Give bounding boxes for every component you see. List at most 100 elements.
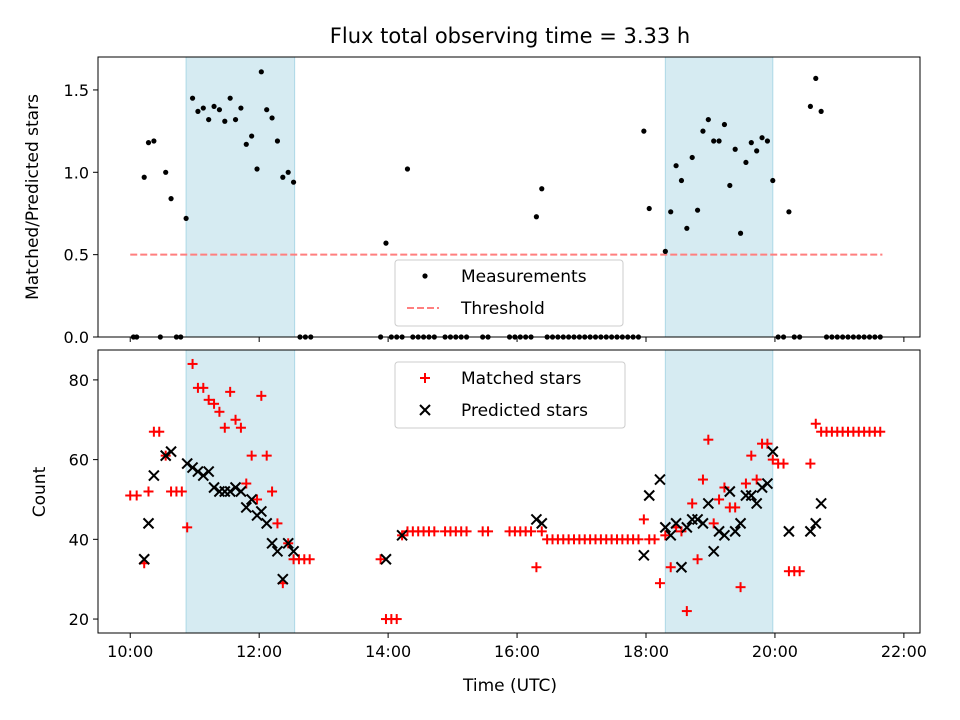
matched-star-point (246, 450, 257, 461)
measurement-point (684, 225, 690, 231)
predicted-star-point (745, 489, 758, 502)
measurement-point (727, 182, 733, 189)
predicted-star-point (202, 465, 215, 478)
matched-star-point (751, 474, 762, 485)
measurement-point (694, 207, 701, 213)
figure-title: Flux total observing time = 3.33 h (330, 24, 690, 48)
top-panel-legend: Measurements Threshold (394, 259, 624, 327)
measurement-point (227, 95, 233, 101)
predicted-star-point (245, 493, 258, 506)
legend-marker (419, 404, 431, 416)
predicted-star-point (148, 469, 160, 482)
measurement-point (232, 116, 239, 123)
measurement-point (743, 159, 749, 166)
measurement-point (264, 107, 270, 113)
measurement-point (238, 105, 244, 111)
measurement-point (711, 138, 717, 144)
predicted-star-point (670, 517, 682, 530)
predicted-star-point (761, 477, 774, 490)
matched-star-point (198, 382, 209, 393)
bottom-panel-legend: Matched stars Predicted stars (394, 361, 626, 429)
measurement-point (243, 141, 249, 147)
measurement-point (786, 209, 792, 215)
matched-star-point (805, 458, 816, 469)
measurement-point (280, 174, 286, 180)
matched-star-point (778, 458, 789, 469)
matched-star-point (391, 614, 402, 625)
matched-star-point (762, 438, 773, 449)
measurement-point (641, 128, 647, 134)
measurement-point (705, 116, 711, 123)
measurement-point (206, 116, 212, 123)
measurement-point (737, 230, 744, 236)
predicted-star-point (707, 545, 720, 557)
predicted-star-point (165, 445, 177, 458)
x-tick-label: 18:00 (623, 642, 669, 661)
matched-star-point (272, 518, 283, 529)
measurement-point (216, 107, 223, 113)
matched-star-point (526, 526, 537, 537)
matched-star-point (660, 530, 671, 541)
matched-star-point (176, 486, 187, 497)
x-tick-label: 14:00 (365, 642, 411, 661)
matched-star-point (131, 490, 142, 501)
matched-star-point (875, 426, 886, 437)
matched-star-point (230, 414, 241, 425)
matched-star-point (267, 486, 278, 497)
matched-star-point (681, 606, 692, 617)
top-panel-y-axis-label: Matched/Predicted stars (23, 94, 43, 300)
matched-star-point (203, 394, 214, 405)
measurement-point (678, 177, 685, 184)
matched-star-point (209, 398, 220, 409)
predicted-star-point (643, 489, 655, 502)
legend-frame (394, 259, 624, 327)
measurement-point (141, 174, 147, 180)
matched-star-point (794, 566, 805, 577)
predicted-star-point (729, 525, 741, 538)
legend-label: Matched stars (461, 369, 581, 389)
measurement-point (689, 154, 695, 161)
matched-star-point (638, 514, 649, 525)
measurement-point (163, 169, 169, 175)
measurement-point (700, 128, 706, 134)
matched-star-point (703, 434, 714, 445)
bottom-panel-star-counts: 20 40 60 80 10:00 12:00 14:00 16:00 18:00 20:00 2… (30, 349, 927, 696)
predicted-star-point (734, 517, 747, 530)
matched-star-point (429, 526, 440, 537)
measurement-point (195, 108, 201, 114)
matched-star-point (810, 418, 821, 429)
measurement-point (770, 177, 776, 184)
y-tick-label: 1.5 (64, 81, 89, 100)
legend-label: Measurements (461, 267, 587, 287)
predicted-star-point (240, 501, 252, 514)
bottom-panel-x-ticks: 10:00 12:00 14:00 16:00 18:00 20:00 22:00 (107, 633, 927, 661)
measurement-point (646, 205, 652, 212)
shaded-interval-2 (664, 56, 774, 338)
measurement-point (764, 138, 771, 144)
top-panel-y-ticks: 0.0 0.5 1.0 1.5 (64, 81, 98, 347)
legend-marker (422, 273, 428, 279)
x-axis-label: Time (UTC) (462, 676, 557, 696)
measurement-point (249, 133, 255, 139)
legend-label: Threshold (460, 299, 545, 319)
measurement-point (716, 138, 722, 144)
measurement-point (721, 121, 728, 128)
predicted-star-point (277, 573, 289, 585)
measurement-point (673, 163, 679, 169)
matched-star-point (214, 406, 225, 417)
matched-star-point (649, 534, 660, 545)
measurement-point (754, 148, 760, 154)
matched-star-point (256, 390, 267, 401)
matched-star-point (531, 562, 542, 573)
matched-star-point (219, 422, 230, 433)
matched-star-point (714, 494, 725, 505)
x-tick-label: 22:00 (881, 642, 927, 661)
top-panel-x-ticks (129, 337, 905, 342)
measurement-point (168, 196, 174, 202)
matched-star-point (252, 494, 263, 505)
predicted-star-point (235, 485, 247, 498)
shaded-interval-1 (185, 56, 296, 338)
top-panel-matched-predicted-ratio: 0.0 0.5 1.0 1.5 Matched/Predicted stars Mea… (23, 56, 921, 347)
predicted-star-point (697, 517, 709, 530)
